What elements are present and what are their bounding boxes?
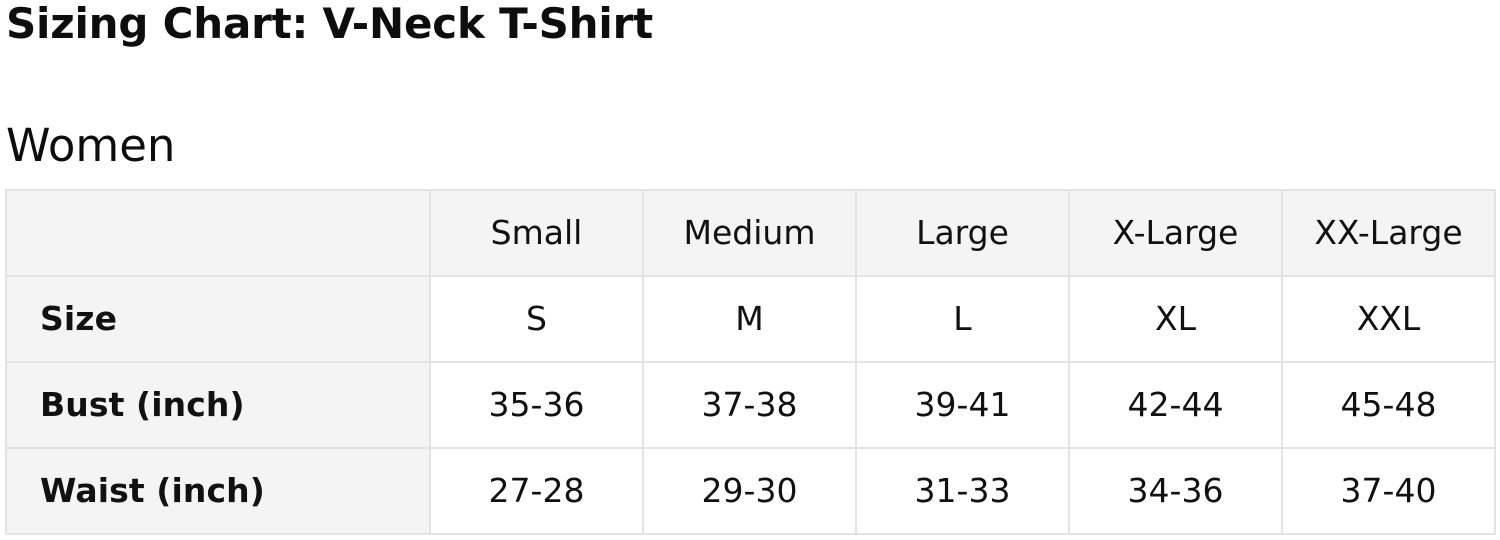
table-row-size: Size S M L XL XXL (5, 275, 1496, 363)
cell-bust-x-large: 42-44 (1068, 361, 1283, 449)
row-label-size: Size (5, 275, 431, 363)
cell-size-small: S (429, 275, 644, 363)
cell-bust-medium: 37-38 (642, 361, 857, 449)
cell-bust-small: 35-36 (429, 361, 644, 449)
size-chart-table: Small Medium Large X-Large XX-Large Size… (5, 189, 1496, 535)
cell-size-xx-large: XXL (1281, 275, 1496, 363)
cell-bust-xx-large: 45-48 (1281, 361, 1496, 449)
cell-waist-xx-large: 37-40 (1281, 447, 1496, 535)
table-row-bust: Bust (inch) 35-36 37-38 39-41 42-44 45-4… (5, 361, 1496, 449)
cell-bust-large: 39-41 (855, 361, 1070, 449)
column-header-medium: Medium (642, 189, 857, 277)
table-row-waist: Waist (inch) 27-28 29-30 31-33 34-36 37-… (5, 447, 1496, 535)
column-header-x-large: X-Large (1068, 189, 1283, 277)
page-title: Sizing Chart: V-Neck T-Shirt (6, 0, 653, 48)
table-corner-cell (5, 189, 431, 277)
table-body: Size S M L XL XXL Bust (inch) 35-36 37-3… (5, 275, 1496, 535)
table-header-row: Small Medium Large X-Large XX-Large (5, 189, 1496, 277)
table-header: Small Medium Large X-Large XX-Large (5, 189, 1496, 277)
column-header-small: Small (429, 189, 644, 277)
cell-waist-small: 27-28 (429, 447, 644, 535)
size-table-container: Small Medium Large X-Large XX-Large Size… (5, 189, 1496, 535)
cell-waist-medium: 29-30 (642, 447, 857, 535)
cell-size-large: L (855, 275, 1070, 363)
column-header-xx-large: XX-Large (1281, 189, 1496, 277)
section-heading-women: Women (6, 119, 176, 172)
cell-waist-x-large: 34-36 (1068, 447, 1283, 535)
cell-size-x-large: XL (1068, 275, 1283, 363)
cell-waist-large: 31-33 (855, 447, 1070, 535)
row-label-waist: Waist (inch) (5, 447, 431, 535)
column-header-large: Large (855, 189, 1070, 277)
row-label-bust: Bust (inch) (5, 361, 431, 449)
cell-size-medium: M (642, 275, 857, 363)
